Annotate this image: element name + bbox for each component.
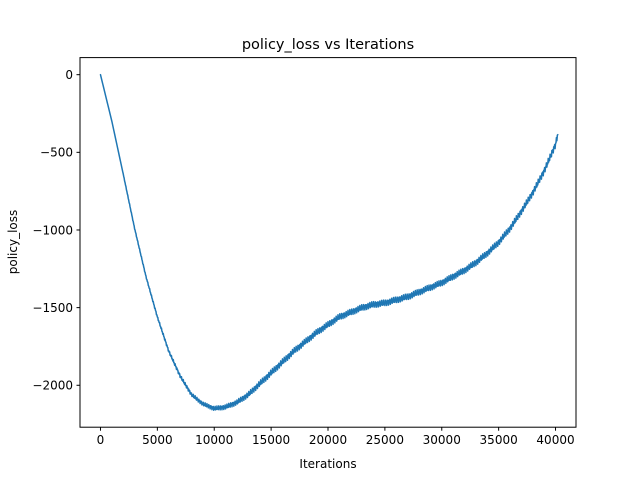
y-axis-label: policy_loss [6, 210, 20, 275]
chart-title: policy_loss vs Iterations [242, 37, 414, 53]
axes-frame [79, 57, 577, 428]
x-tick-label: 20000 [309, 433, 347, 447]
series-line [99, 73, 559, 411]
x-axis-label: Iterations [299, 457, 356, 471]
x-tick-label: 10000 [195, 433, 233, 447]
x-tick-label: 35000 [480, 433, 518, 447]
x-tick-label: 40000 [536, 433, 574, 447]
y-tick-label: −1000 [32, 223, 73, 237]
y-tick-label: −500 [40, 146, 73, 160]
x-tick-label: 0 [97, 433, 105, 447]
x-tick-label: 25000 [366, 433, 404, 447]
x-tick-label: 30000 [423, 433, 461, 447]
plot-area [99, 73, 559, 411]
x-tick-label: 15000 [252, 433, 290, 447]
y-tick-label: 0 [65, 68, 73, 82]
y-tick-label: −2000 [32, 379, 73, 393]
axis-ticks: 0 5000 10000 15000 20000 25000 30000 35000 40000… [32, 68, 574, 447]
y-tick-label: −1500 [32, 301, 73, 315]
x-tick-label: 5000 [142, 433, 173, 447]
